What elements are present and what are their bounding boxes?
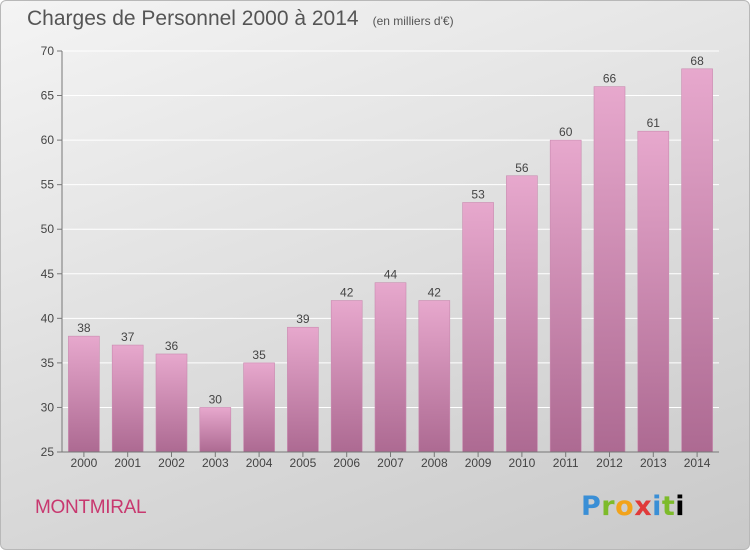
y-tick-label: 25 bbox=[41, 445, 55, 459]
logo-letter: x bbox=[634, 491, 653, 522]
x-tick-label: 2012 bbox=[596, 456, 623, 470]
chart-title: Charges de Personnel 2000 à 2014 bbox=[27, 7, 359, 30]
y-tick-label: 60 bbox=[41, 133, 55, 147]
x-tick-label: 2008 bbox=[421, 456, 448, 470]
bar-2003 bbox=[199, 407, 232, 453]
commune-name: MONTMIRAL bbox=[35, 497, 147, 518]
x-tick-label: 2000 bbox=[71, 456, 98, 470]
bar-2008 bbox=[418, 300, 451, 453]
data-label: 38 bbox=[77, 321, 91, 335]
data-label: 60 bbox=[559, 125, 573, 139]
x-tick-label: 2009 bbox=[465, 456, 492, 470]
y-tick-label: 45 bbox=[41, 267, 55, 281]
data-label: 39 bbox=[296, 312, 310, 326]
bar-2000 bbox=[68, 335, 100, 453]
x-tick-label: 2007 bbox=[377, 456, 404, 470]
data-label: 61 bbox=[647, 116, 661, 130]
y-tick-label: 30 bbox=[41, 400, 55, 414]
chart-subtitle: (en milliers d'€) bbox=[372, 14, 454, 28]
x-tick-label: 2001 bbox=[114, 456, 141, 470]
bar-2014 bbox=[681, 68, 713, 453]
logo-letter: o bbox=[615, 491, 635, 522]
data-label: 42 bbox=[340, 286, 354, 300]
bar-2004 bbox=[243, 362, 275, 453]
x-tick-label: 2005 bbox=[290, 456, 317, 470]
x-tick-label: 2011 bbox=[553, 456, 579, 470]
bar-2005 bbox=[287, 326, 319, 453]
data-label: 68 bbox=[690, 54, 704, 68]
data-label: 35 bbox=[252, 348, 266, 362]
x-tick-label: 2003 bbox=[202, 456, 229, 470]
y-tick-label: 35 bbox=[41, 356, 55, 370]
data-label: 42 bbox=[428, 286, 442, 300]
bar-2006 bbox=[330, 300, 363, 453]
x-tick-label: 2013 bbox=[640, 456, 667, 470]
bar-2009 bbox=[462, 202, 494, 453]
bar-2013 bbox=[637, 130, 670, 453]
logo-letter: P bbox=[581, 491, 602, 522]
logo-letter: t bbox=[661, 491, 676, 522]
logo-letter: i bbox=[675, 491, 686, 522]
data-label: 56 bbox=[515, 161, 529, 175]
bars bbox=[68, 68, 713, 453]
data-label: 44 bbox=[384, 268, 398, 282]
data-label: 53 bbox=[471, 187, 485, 201]
data-label: 37 bbox=[121, 330, 135, 344]
proxiti-logo: Proxiti bbox=[581, 491, 685, 522]
x-tick-label: 2006 bbox=[333, 456, 360, 470]
bar-2011 bbox=[549, 139, 582, 453]
x-tick-label: 2002 bbox=[158, 456, 185, 470]
data-label: 30 bbox=[209, 392, 223, 406]
logo-letter: r bbox=[601, 491, 616, 522]
data-label: 66 bbox=[603, 72, 617, 86]
bar-2002 bbox=[155, 353, 188, 453]
y-tick-label: 50 bbox=[41, 222, 55, 236]
axes bbox=[57, 50, 719, 457]
y-tick-label: 70 bbox=[41, 44, 55, 58]
y-tick-label: 40 bbox=[41, 311, 55, 325]
x-tick-label: 2010 bbox=[509, 456, 536, 470]
title-row: Charges de Personnel 2000 à 2014 (en mil… bbox=[27, 7, 454, 31]
bar-2012 bbox=[593, 86, 626, 453]
bar-2001 bbox=[111, 344, 144, 453]
x-tick-label: 2004 bbox=[246, 456, 273, 470]
x-tick-label: 2014 bbox=[684, 456, 711, 470]
bar-2010 bbox=[506, 175, 538, 453]
labels: 25 30 35 40 45 50 55 60 65 70 38 2000 37 2001 36 2002 30… bbox=[41, 44, 711, 470]
y-tick-label: 65 bbox=[41, 89, 55, 103]
bar-2007 bbox=[374, 282, 407, 453]
y-tick-label: 55 bbox=[41, 178, 55, 192]
logo-letter: i bbox=[652, 491, 662, 522]
data-label: 36 bbox=[165, 339, 179, 353]
